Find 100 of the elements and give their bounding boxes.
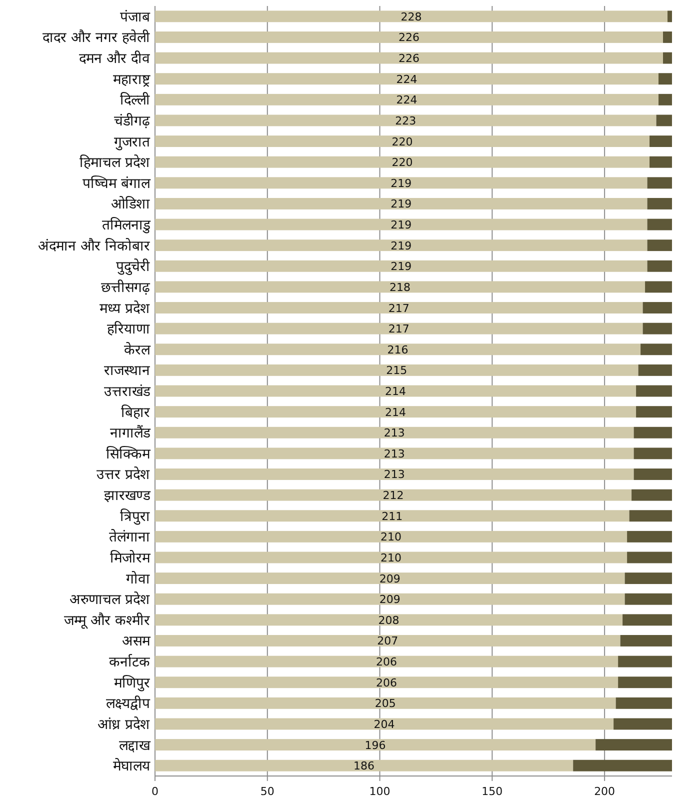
y-tick-label: मध्य प्रदेश	[100, 300, 150, 317]
bar	[155, 760, 574, 772]
bar	[636, 385, 672, 397]
y-tick-label: असम	[122, 634, 151, 650]
bar	[614, 718, 672, 730]
bar	[642, 302, 672, 314]
bar	[620, 635, 672, 646]
bar	[155, 136, 650, 147]
bar	[650, 136, 672, 147]
bar	[640, 344, 672, 356]
bar	[155, 218, 648, 230]
bar	[155, 52, 664, 64]
bar	[155, 94, 659, 106]
y-tick-label: झारखण्ड	[104, 488, 151, 504]
data-label: 219	[390, 260, 412, 274]
bar	[155, 739, 596, 751]
bar	[155, 322, 643, 334]
bar	[663, 31, 672, 43]
bar	[663, 52, 672, 64]
bar	[155, 114, 656, 126]
data-label: 196	[364, 738, 386, 752]
data-label: 223	[395, 114, 416, 128]
data-label: 208	[378, 614, 400, 627]
bar	[618, 676, 672, 688]
data-label: 219	[390, 239, 412, 252]
bar	[650, 156, 672, 168]
bar	[627, 552, 672, 564]
y-tick-label: नागालैंड	[110, 424, 151, 442]
bar	[155, 156, 650, 168]
y-tick-label: तेलंगाना	[109, 528, 150, 546]
bar	[155, 260, 648, 272]
y-tick-label: तमिलनाडु	[102, 216, 151, 234]
data-label: 209	[379, 572, 400, 586]
data-label: 219	[390, 218, 412, 232]
y-tick-label: राजस्थान	[104, 363, 150, 380]
bar	[155, 364, 638, 376]
data-label: 213	[384, 468, 405, 482]
data-label: 226	[398, 52, 420, 66]
y-tick-label: चंडीगढ़	[114, 112, 151, 130]
y-tick-label: कर्नाटक	[109, 654, 150, 671]
bar	[622, 614, 672, 626]
data-label: 207	[377, 634, 398, 648]
bar	[155, 281, 646, 293]
bar	[624, 593, 672, 605]
bar	[155, 718, 614, 730]
bar	[155, 302, 643, 314]
bar	[642, 322, 672, 334]
bar	[155, 676, 618, 688]
y-tick-label: आंध्र प्रदेश	[98, 716, 150, 733]
x-tick-label: 100	[369, 785, 390, 798]
y-tick-label: गुजरात	[114, 134, 151, 150]
bar	[155, 572, 625, 584]
y-tick-label: अरुणाचल प्रदेश	[70, 591, 150, 608]
bar	[155, 426, 634, 438]
data-label: 224	[396, 72, 418, 86]
bar	[647, 198, 672, 210]
bar	[155, 344, 641, 356]
bar	[155, 593, 625, 605]
bar	[155, 240, 648, 252]
data-label: 204	[374, 718, 395, 731]
bar	[658, 94, 672, 106]
bar	[668, 10, 672, 22]
y-tick-label: पुदुचेरी	[116, 258, 150, 276]
bar	[155, 635, 620, 646]
y-tick-label: केरल	[124, 341, 151, 358]
y-tick-label: सिक्किम	[106, 445, 151, 462]
data-label: 219	[390, 198, 412, 211]
bar	[573, 760, 672, 772]
bar	[632, 489, 672, 501]
data-label: 215	[386, 364, 408, 378]
data-label: 214	[385, 385, 406, 398]
y-tick-label: मणिपुर	[114, 674, 150, 692]
bar	[155, 198, 648, 210]
bar	[627, 530, 672, 542]
y-tick-label: पंजाब	[120, 9, 151, 26]
y-tick-label: दिल्ली	[120, 92, 150, 109]
data-label: 219	[390, 176, 412, 190]
bar	[155, 31, 664, 43]
data-label: 206	[376, 676, 398, 690]
bar	[155, 73, 659, 85]
data-label: 212	[382, 489, 404, 502]
bar	[629, 510, 672, 522]
y-tick-label: मिजोरम	[110, 549, 151, 566]
bar	[155, 530, 628, 542]
data-label: 186	[354, 760, 375, 773]
bar	[656, 114, 672, 126]
bar	[155, 614, 623, 626]
y-tick-label: त्रिपुरा	[120, 508, 150, 525]
y-tick-label: उत्तराखंड	[104, 384, 151, 400]
y-tick-label: हिमाचल प्रदेश	[80, 154, 150, 172]
data-label: 224	[396, 94, 418, 107]
data-label: 228	[400, 10, 422, 24]
bar	[647, 177, 672, 189]
bar	[658, 73, 672, 85]
y-tick-label: उत्तर प्रदेश	[96, 466, 150, 484]
y-tick-label: दमन और दीव	[79, 50, 150, 68]
bar	[638, 364, 672, 376]
bar	[155, 552, 628, 564]
bar	[155, 177, 648, 189]
bar	[155, 510, 630, 522]
